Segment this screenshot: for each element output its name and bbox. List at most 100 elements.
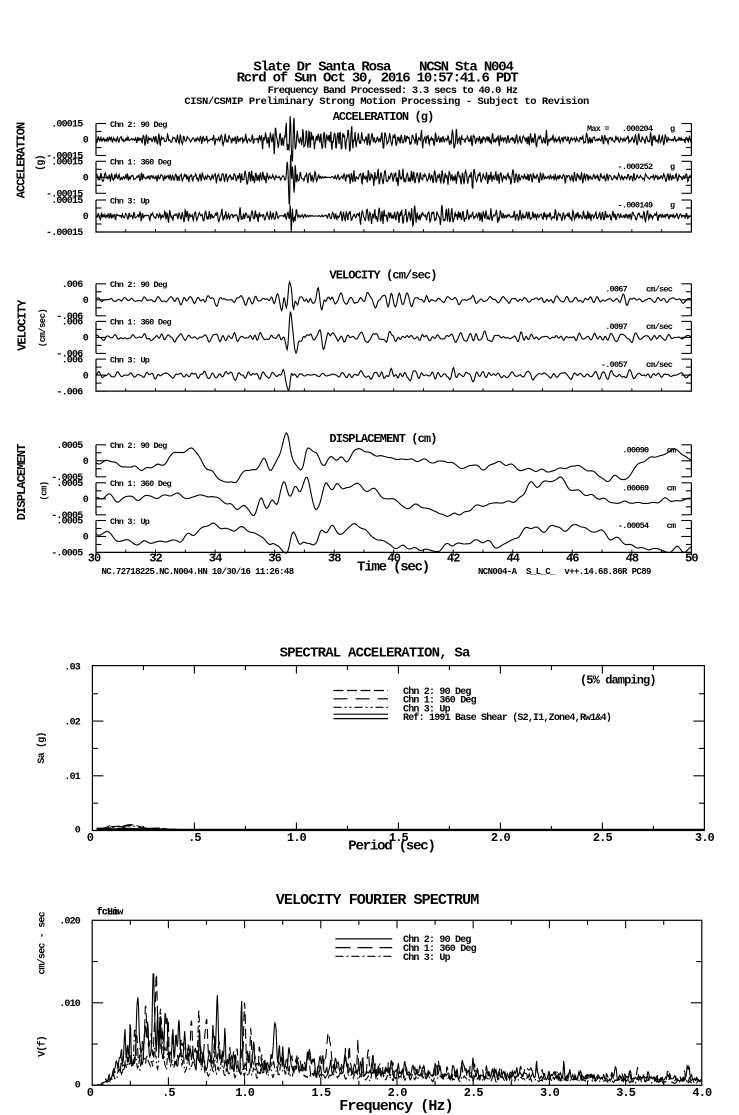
svg-text:(5% damping): (5% damping): [580, 673, 656, 687]
svg-text:30: 30: [88, 552, 101, 566]
svg-text:Rcrd of Sun Oct 30, 2016 10:57: Rcrd of Sun Oct 30, 2016 10:57:41.6 PDT: [237, 71, 519, 87]
svg-text:Chn 1: 360 Deg: Chn 1: 360 Deg: [110, 318, 172, 328]
svg-text:-.0005: -.0005: [51, 511, 83, 522]
svg-text:VELOCITY: VELOCITY: [16, 299, 30, 351]
svg-text:fcLow: fcLow: [97, 906, 124, 918]
svg-text:Time (sec): Time (sec): [357, 559, 429, 575]
svg-text:g: g: [670, 201, 675, 211]
svg-text:.00090: .00090: [622, 446, 649, 456]
svg-text:3.5: 3.5: [616, 1086, 636, 1100]
svg-text:Chn 3: Up: Chn 3: Up: [110, 355, 150, 365]
svg-text:.5: .5: [162, 1086, 175, 1100]
svg-text:.00015: .00015: [51, 196, 83, 207]
svg-text:Chn 3: Up: Chn 3: Up: [403, 952, 451, 964]
svg-text:-.000149: -.000149: [618, 201, 653, 211]
svg-text:.03: .03: [64, 663, 80, 674]
svg-text:Chn 2: 90 Deg: Chn 2: 90 Deg: [110, 441, 167, 451]
svg-text:(cm/sec): (cm/sec): [38, 309, 48, 347]
svg-text:3.0: 3.0: [540, 1086, 560, 1100]
svg-text:-.0005: -.0005: [51, 473, 83, 484]
svg-text:ACCELERATION (g): ACCELERATION (g): [333, 110, 434, 124]
svg-text:Chn 1: 360 Deg: Chn 1: 360 Deg: [403, 943, 477, 955]
svg-text:Ref: 1991 Base Shear (S2,I1,Zo: Ref: 1991 Base Shear (S2,I1,Zone4,Rw1&4): [403, 712, 611, 724]
svg-text:0: 0: [75, 1081, 81, 1092]
svg-text:40: 40: [387, 552, 400, 566]
svg-text:Sa (g): Sa (g): [36, 732, 48, 763]
svg-text:Chn 1: 360 Deg: Chn 1: 360 Deg: [403, 695, 477, 707]
svg-text:-.000252: -.000252: [618, 162, 653, 172]
svg-text:CISN/CSMIP Preliminary Strong: CISN/CSMIP Preliminary Strong Motion Pro…: [184, 96, 589, 108]
svg-text:46: 46: [566, 552, 579, 566]
svg-text:2.5: 2.5: [593, 831, 613, 845]
svg-text:1.0: 1.0: [235, 1086, 255, 1100]
svg-text:g: g: [670, 124, 675, 134]
svg-text:1.5: 1.5: [311, 1086, 331, 1100]
svg-text:.0067: .0067: [605, 285, 627, 295]
svg-text:0: 0: [83, 371, 89, 382]
svg-text:Chn 1: 360 Deg: Chn 1: 360 Deg: [110, 158, 172, 168]
svg-text:-.00015: -.00015: [46, 228, 83, 239]
svg-text:.020: .020: [59, 917, 81, 928]
svg-text:Chn 1: 360 Deg: Chn 1: 360 Deg: [110, 479, 172, 489]
svg-text:0: 0: [83, 495, 89, 506]
svg-text:.00015: .00015: [51, 158, 83, 169]
svg-text:.02: .02: [64, 717, 80, 728]
svg-text:.00015: .00015: [51, 120, 83, 131]
svg-text:Frequency Band Processed: 3.3: Frequency Band Processed: 3.3 secs to 40…: [268, 85, 518, 97]
svg-text:3.0: 3.0: [695, 831, 715, 845]
svg-text:2.0: 2.0: [388, 1086, 408, 1100]
svg-text:32: 32: [149, 552, 162, 566]
svg-text:VELOCITY (cm/sec): VELOCITY (cm/sec): [329, 269, 436, 283]
svg-text:.010: .010: [59, 999, 81, 1010]
svg-text:34: 34: [209, 552, 222, 566]
svg-text:cm: cm: [667, 521, 676, 531]
svg-text:V(f): V(f): [36, 1036, 48, 1057]
svg-text:42: 42: [447, 552, 460, 566]
svg-text:Max =: Max =: [587, 124, 609, 134]
svg-text:(cm): (cm): [40, 481, 50, 500]
svg-text:0: 0: [87, 1086, 94, 1100]
svg-text:-.0005: -.0005: [51, 549, 83, 560]
svg-text:Period (sec): Period (sec): [348, 839, 434, 855]
svg-text:0: 0: [83, 136, 89, 147]
svg-text:g: g: [670, 162, 675, 172]
svg-text:Chn 2: 90 Deg: Chn 2: 90 Deg: [403, 934, 471, 946]
svg-text:DISPLACEMENT: DISPLACEMENT: [15, 444, 29, 520]
svg-text:-.00054: -.00054: [618, 521, 649, 531]
svg-text:cm/sec - sec: cm/sec - sec: [36, 911, 48, 974]
svg-text:.006: .006: [62, 318, 84, 329]
svg-text:0: 0: [75, 826, 81, 837]
svg-text:cm/sec: cm/sec: [646, 285, 673, 295]
svg-text:cm/sec: cm/sec: [646, 360, 673, 370]
svg-text:.0097: .0097: [605, 322, 627, 332]
svg-text:SPECTRAL ACCELERATION, Sa: SPECTRAL ACCELERATION, Sa: [280, 645, 471, 661]
svg-text:Chn 2: 90 Deg: Chn 2: 90 Deg: [110, 120, 167, 130]
svg-text:Chn 3: Up: Chn 3: Up: [110, 517, 150, 527]
svg-text:48: 48: [626, 552, 639, 566]
svg-text:Chn 3: Up: Chn 3: Up: [110, 196, 150, 206]
svg-text:ACCELERATION: ACCELERATION: [15, 122, 29, 198]
svg-text:Chn 3: Up: Chn 3: Up: [403, 703, 451, 715]
svg-text:0: 0: [83, 296, 89, 307]
svg-text:-.006: -.006: [56, 312, 83, 323]
svg-text:2.5: 2.5: [464, 1086, 484, 1100]
svg-text:fcHi: fcHi: [97, 906, 119, 918]
svg-text:0: 0: [83, 533, 89, 544]
svg-text:-.006: -.006: [56, 350, 83, 361]
svg-text:.00069: .00069: [622, 484, 649, 494]
svg-text:.006: .006: [62, 355, 84, 366]
svg-text:Chn 2: 90 Deg: Chn 2: 90 Deg: [403, 686, 471, 698]
svg-text:0: 0: [83, 334, 89, 345]
svg-text:Slate Dr Santa Rosa NCSN St: Slate Dr Santa Rosa NCSN Sta N004: [253, 60, 513, 76]
svg-text:.000204: .000204: [622, 124, 653, 134]
svg-text:36: 36: [268, 552, 281, 566]
svg-text:-.00015: -.00015: [46, 152, 83, 163]
svg-text:.0005: .0005: [56, 479, 83, 490]
svg-text:.006: .006: [62, 280, 84, 291]
svg-text:2.0: 2.0: [491, 831, 511, 845]
svg-text:0: 0: [83, 457, 89, 468]
svg-text:DISPLACEMENT (cm): DISPLACEMENT (cm): [329, 432, 436, 446]
svg-text:-.006: -.006: [56, 387, 83, 398]
svg-text:.01: .01: [64, 772, 80, 783]
svg-text:.5: .5: [188, 831, 201, 845]
